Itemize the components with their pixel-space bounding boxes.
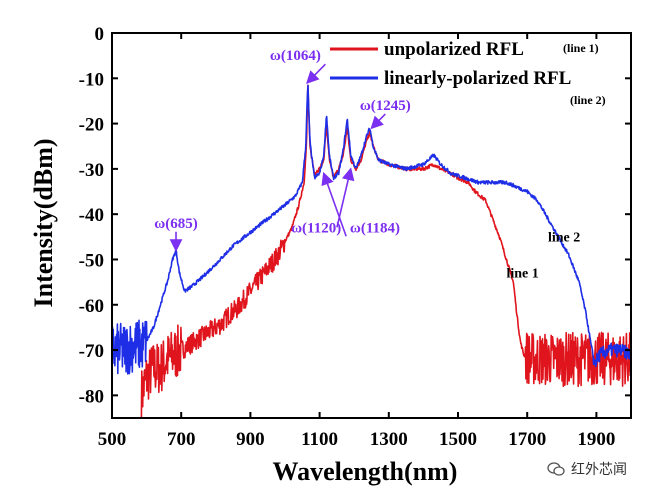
curve-label: line 1: [506, 267, 538, 282]
y-tick-label: -50: [79, 250, 104, 271]
annotation-arrow: [306, 63, 326, 84]
legend: unpolarized RFL (line 1) linearly-polarize…: [330, 39, 606, 107]
peak-annotation: ω(1245): [360, 98, 411, 114]
peak-annotation: ω(685): [154, 216, 197, 232]
y-tick-label: -80: [79, 386, 104, 407]
x-tick-label: 1700: [508, 429, 546, 450]
axes: 500 700 900 1100 1300 1500 1700 1900 0 -10 -20 -30 -…: [79, 24, 632, 450]
y-axis-title: Intensity(dBm): [29, 138, 58, 307]
y-tick-label: 0: [95, 24, 105, 45]
x-tick-label: 1900: [577, 429, 615, 450]
peak-annotation: ω(1064): [270, 48, 321, 64]
y-tick-label: -20: [79, 115, 104, 136]
peak-annotation: ω(1120): [291, 220, 341, 236]
x-tick-label: 1300: [370, 429, 408, 450]
x-tick-label: 900: [236, 429, 265, 450]
y-tick-label: -70: [79, 341, 104, 362]
annotation-arrow: [336, 167, 355, 228]
legend-tag-1: (line 1): [563, 41, 599, 55]
legend-tag-2: (line 2): [570, 93, 606, 107]
x-tick-label: 1500: [439, 429, 477, 450]
annotation-arrow: [321, 171, 347, 237]
x-tick-label: 700: [167, 429, 196, 450]
y-tick-label: -60: [79, 296, 104, 317]
annotation-arrow: [370, 113, 386, 130]
plot-frame: [111, 32, 632, 419]
x-tick-label: 500: [98, 429, 127, 450]
peak-annotation: ω(1184): [350, 220, 400, 236]
y-tick-label: -10: [79, 69, 104, 90]
y-tick-label: -30: [79, 160, 104, 181]
plot-area: [112, 84, 631, 418]
wechat-icon: [547, 462, 565, 476]
legend-label-1: unpolarized RFL: [384, 39, 524, 60]
series-line-2: [112, 84, 631, 375]
legend-label-2: linearly-polarized RFL: [384, 68, 571, 89]
x-axis-title: Wavelength(nm): [273, 457, 458, 486]
curve-label: line 2: [548, 230, 580, 245]
y-tick-label: -40: [79, 205, 104, 226]
watermark: 红外芯闻: [547, 456, 657, 482]
annotations: ω(685) ω(1064) ω(1120) ω(1184) ω(1245) line 1…: [154, 48, 580, 281]
x-tick-label: 1100: [301, 429, 338, 450]
watermark-text: 红外芯闻: [571, 462, 627, 478]
series-line-1: [140, 84, 631, 418]
